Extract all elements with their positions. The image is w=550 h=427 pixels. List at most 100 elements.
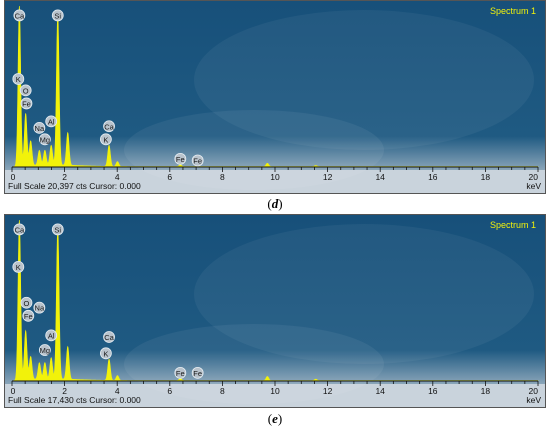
spectrum-peak: [315, 379, 316, 380]
element-label: Na: [33, 121, 46, 134]
x-axis-unit-label: keV: [526, 395, 541, 405]
svg-text:Ca: Ca: [15, 11, 25, 20]
spectrum-peak: [51, 147, 52, 148]
full-scale-readout: Full Scale 20,397 cts Cursor: 0.000: [8, 181, 141, 191]
spectrum-peak: [25, 114, 26, 115]
svg-text:Fe: Fe: [176, 155, 185, 164]
element-label: Si: [51, 9, 64, 22]
plot-background: [5, 215, 545, 384]
x-tick-label: 8: [220, 386, 225, 396]
panel-label-d: d: [271, 196, 279, 211]
svg-text:K: K: [16, 263, 21, 272]
x-tick-label: 14: [375, 386, 385, 396]
x-tick-label: 10: [270, 172, 280, 182]
element-label: Fe: [174, 366, 187, 379]
background-texture: [194, 224, 534, 364]
x-tick-label: 2: [62, 386, 67, 396]
svg-text:Fe: Fe: [193, 156, 202, 165]
x-tick-label: 8: [220, 172, 225, 182]
svg-text:Na: Na: [35, 304, 45, 313]
element-label: Al: [45, 329, 58, 342]
full-scale-readout: Full Scale 17,430 cts Cursor: 0.000: [8, 395, 141, 405]
x-tick-label: 0: [11, 172, 16, 182]
element-label: Si: [51, 223, 64, 236]
x-tick-label: 0: [11, 386, 16, 396]
element-label: Mg: [38, 344, 51, 356]
spectrum-peak: [109, 145, 110, 146]
x-tick-label: 4: [115, 386, 120, 396]
spectrum-peak: [51, 359, 52, 360]
element-label: Ca: [103, 331, 115, 343]
element-label: O: [20, 296, 33, 309]
background-texture: [124, 324, 384, 404]
svg-text:Ca: Ca: [15, 225, 25, 234]
background-texture: [194, 10, 534, 150]
spectrum-peak: [19, 221, 20, 222]
svg-text:Al: Al: [48, 117, 55, 126]
spectrum-peak: [267, 376, 268, 377]
plot-background: [5, 1, 545, 170]
spectrum-peak: [117, 162, 118, 163]
element-label: Fe: [191, 366, 204, 379]
element-label: K: [12, 261, 25, 273]
svg-text:K: K: [103, 349, 108, 358]
spectrum-label: Spectrum 1: [490, 6, 536, 16]
spectrum-peak: [39, 364, 40, 365]
svg-text:Si: Si: [54, 225, 61, 234]
element-label: Fe: [191, 154, 204, 167]
x-tick-label: 16: [428, 172, 438, 182]
eds-spectrum-chart-e: Ca Si K O Na Fe Al Mg Ca K Fe Fe Spectrum 1 0 2 4 6 8 10 12…: [4, 214, 546, 408]
spectrum-peak: [267, 163, 268, 164]
background-texture: [124, 110, 384, 190]
spectrum-peak: [39, 152, 40, 153]
spectrum-peak: [109, 359, 110, 360]
x-tick-label: 10: [270, 386, 280, 396]
x-tick-label: 20: [529, 172, 539, 182]
panel-label-e: e: [272, 411, 278, 426]
element-label: K: [12, 73, 25, 85]
element-label: Fe: [22, 309, 35, 322]
element-label: O: [19, 84, 32, 97]
svg-text:Ca: Ca: [104, 333, 114, 342]
svg-text:Mg: Mg: [40, 346, 50, 355]
spectrum-peak: [30, 142, 31, 143]
spectrum-peak: [30, 358, 31, 359]
element-label: K: [99, 133, 112, 146]
element-label: Mg: [38, 133, 51, 146]
element-label: K: [99, 347, 112, 360]
panel-caption-e: (e): [267, 411, 283, 426]
spectrum-peak: [180, 165, 181, 166]
element-label: Al: [45, 115, 58, 128]
svg-text:Fe: Fe: [24, 312, 33, 321]
element-label: Ca: [13, 9, 26, 22]
svg-text:K: K: [16, 75, 21, 84]
svg-text:Fe: Fe: [22, 99, 31, 108]
svg-text:Fe: Fe: [176, 369, 185, 378]
spectrum-peak: [44, 152, 45, 153]
svg-text:O: O: [23, 86, 29, 95]
x-tick-label: 12: [323, 172, 333, 182]
svg-text:O: O: [24, 299, 30, 308]
svg-text:Mg: Mg: [40, 135, 50, 144]
element-label: Ca: [13, 223, 26, 236]
svg-text:K: K: [103, 135, 108, 144]
spectrum-label: Spectrum 1: [490, 220, 536, 230]
x-tick-label: 6: [167, 386, 172, 396]
x-tick-label: 18: [481, 172, 491, 182]
svg-text:Na: Na: [35, 124, 45, 133]
spectrum-peak: [315, 166, 316, 167]
spectrum-peak: [25, 332, 26, 333]
svg-text:Ca: Ca: [104, 122, 114, 131]
x-tick-label: 20: [529, 386, 539, 396]
svg-text:Fe: Fe: [193, 369, 202, 378]
spectrum-peak: [19, 7, 20, 8]
element-label: Ca: [103, 120, 115, 133]
svg-text:Al: Al: [48, 331, 55, 340]
x-tick-label: 12: [323, 386, 333, 396]
x-tick-label: 16: [428, 386, 438, 396]
spectrum-peak: [117, 376, 118, 377]
x-axis-unit-label: keV: [526, 181, 541, 191]
element-label: Fe: [174, 152, 187, 165]
